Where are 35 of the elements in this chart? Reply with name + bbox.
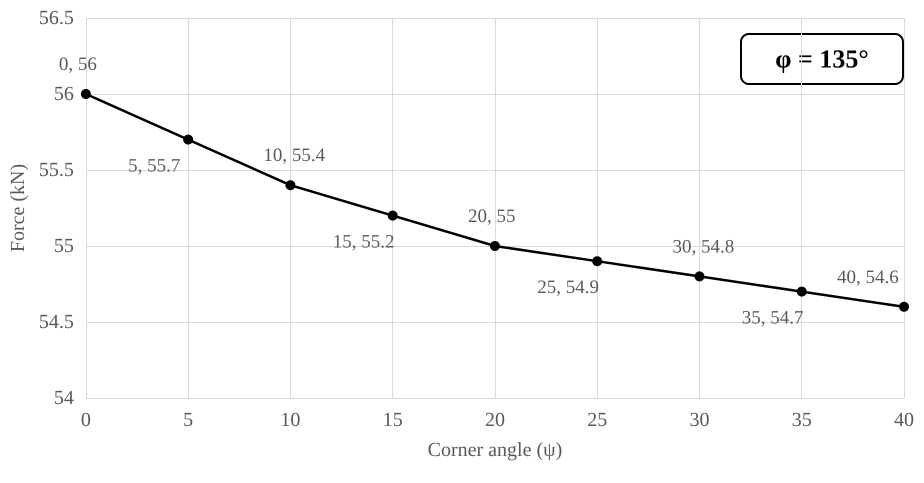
y-tick-label: 55.5 [38, 159, 74, 181]
x-tick-label: 40 [894, 409, 914, 431]
point [592, 256, 602, 266]
point [899, 302, 909, 312]
y-tick-label: 55 [54, 235, 74, 257]
point [388, 210, 398, 221]
point [796, 286, 807, 297]
data-label: 25, 54.9 [537, 277, 599, 298]
data-label: 15, 55.2 [332, 232, 394, 253]
y-tick-label: 56.5 [38, 7, 74, 29]
point [80, 89, 91, 99]
x-tick-label: 20 [484, 409, 505, 431]
point [285, 180, 296, 190]
data-label: 0, 56 [58, 54, 97, 75]
x-tick-label: 30 [689, 409, 710, 431]
x-tick-label: 25 [587, 409, 608, 431]
y-tick-label: 54 [54, 387, 74, 409]
data-label: 5, 55.7 [128, 156, 180, 177]
x-tick-label: 10 [280, 409, 300, 431]
data-label: 35, 54.7 [742, 308, 804, 329]
x-tick-label: 15 [382, 409, 403, 431]
y-tick-label: 54.5 [38, 311, 74, 333]
x-axis-title: Corner angle (ψ) [428, 439, 562, 461]
data-label: 30, 54.8 [672, 236, 734, 258]
x-tick-label: 0 [80, 409, 91, 431]
point [183, 134, 194, 145]
x-tick-label: 35 [792, 409, 812, 431]
y-tick-label: 56 [54, 83, 74, 105]
point [490, 241, 500, 251]
data-label: 10, 55.4 [263, 145, 326, 166]
x-tick-label: 5 [183, 409, 194, 431]
y-axis-title: Force (kN) [7, 164, 29, 252]
data-label: 40, 54.6 [837, 266, 899, 288]
data-label: 20, 55 [468, 206, 516, 227]
point [694, 271, 704, 282]
